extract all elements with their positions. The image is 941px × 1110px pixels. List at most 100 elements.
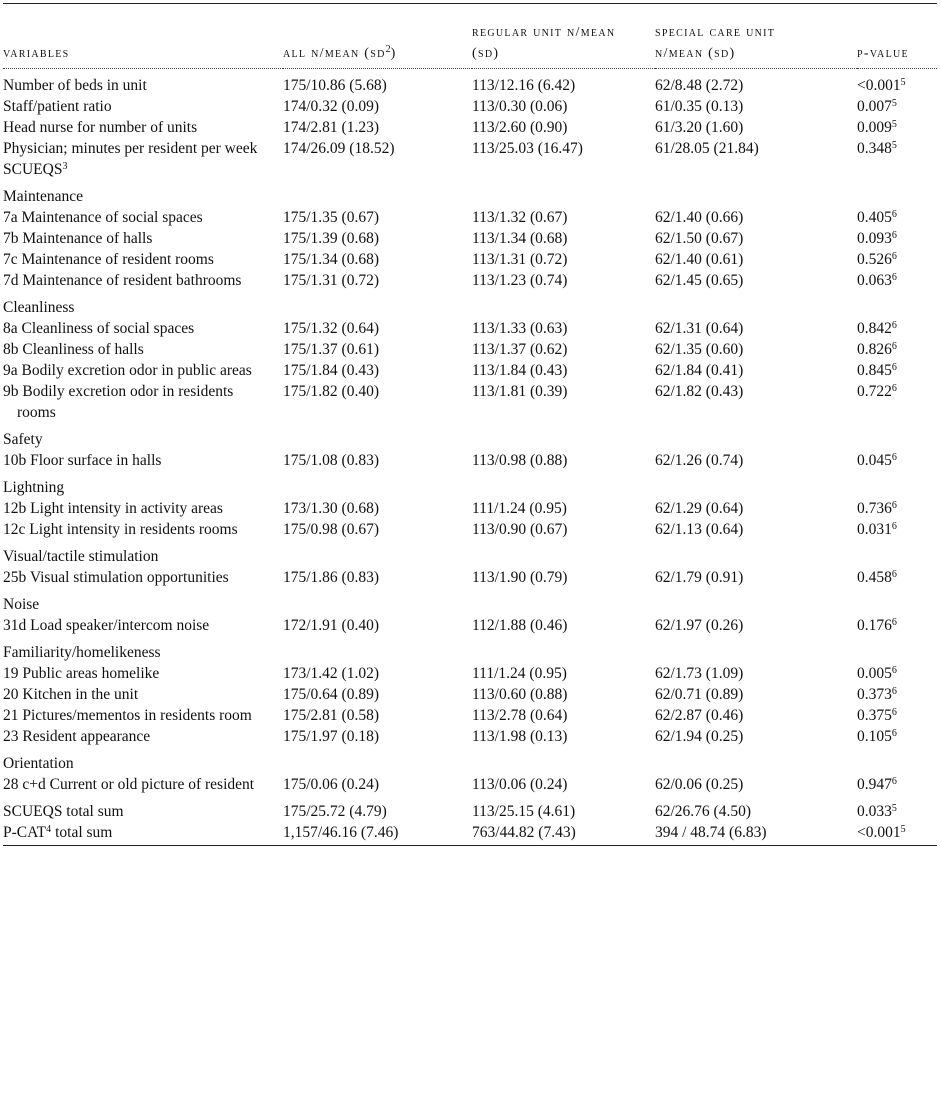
cell-value: 62/1.97 (0.26) bbox=[655, 617, 744, 634]
cell-value: 113/1.98 (0.13) bbox=[472, 728, 568, 745]
variable-cell: P-CAT4 total sum bbox=[3, 822, 283, 846]
value-cell: 113/1.81 (0.39) bbox=[472, 381, 655, 423]
value-cell: 175/1.86 (0.83) bbox=[283, 567, 472, 588]
value-cell: 0.8426 bbox=[857, 318, 937, 339]
section-row: Lightning bbox=[3, 471, 937, 498]
value-cell: 61/3.20 (1.60) bbox=[655, 117, 857, 138]
value-cell: 113/1.90 (0.79) bbox=[472, 567, 655, 588]
variable-label: 7c Maintenance of resident rooms bbox=[3, 251, 214, 268]
section-heading: Visual/tactile stimulation bbox=[3, 548, 159, 565]
cell-value: 763/44.82 (7.43) bbox=[472, 824, 576, 841]
value-cell: 0.3756 bbox=[857, 705, 937, 726]
cell-value: 62/1.31 (0.64) bbox=[655, 320, 744, 337]
cell-value: 113/25.15 (4.61) bbox=[472, 803, 576, 820]
cell-value: 394 / 48.74 (6.83) bbox=[655, 824, 767, 841]
section-heading: Cleanliness bbox=[3, 299, 75, 316]
value-cell: 0.0075 bbox=[857, 96, 937, 117]
section-cell: SCUEQS3 bbox=[3, 159, 937, 180]
value-cell: 0.1766 bbox=[857, 615, 937, 636]
variable-label: 31d Load speaker/intercom noise bbox=[3, 617, 210, 634]
data-row: 9a Bodily excretion odor in public areas… bbox=[3, 360, 937, 381]
variable-label: Physician; minutes per resident per week bbox=[3, 140, 258, 157]
cell-value: 111/1.24 (0.95) bbox=[472, 665, 567, 682]
cell-value: 175/1.08 (0.83) bbox=[283, 452, 380, 469]
cell-value: 112/1.88 (0.46) bbox=[472, 617, 568, 634]
cell-value: 175/1.82 (0.40) bbox=[283, 383, 380, 400]
cell-value: 175/0.06 (0.24) bbox=[283, 776, 380, 793]
footnote-mark: 5 bbox=[900, 824, 906, 835]
value-cell: 62/1.40 (0.61) bbox=[655, 249, 857, 270]
cell-value: 0.375 bbox=[857, 707, 892, 724]
footnote-mark: 5 bbox=[900, 77, 906, 88]
header-row: variables all n/mean (sd2) regular unit … bbox=[3, 3, 937, 69]
value-cell: 62/1.50 (0.67) bbox=[655, 228, 857, 249]
data-row: 12b Light intensity in activity areas 173… bbox=[3, 498, 937, 519]
footnote-mark: 6 bbox=[891, 500, 897, 511]
variable-cell: Physician; minutes per resident per week bbox=[3, 138, 283, 159]
section-heading: Familiarity/homelikeness bbox=[3, 644, 161, 661]
footnote-mark: 5 bbox=[891, 119, 897, 130]
value-cell: 0.4586 bbox=[857, 567, 937, 588]
value-cell: 175/25.72 (4.79) bbox=[283, 795, 472, 822]
value-cell: 113/1.23 (0.74) bbox=[472, 270, 655, 291]
value-cell: 113/0.98 (0.88) bbox=[472, 450, 655, 471]
section-cell: Noise bbox=[3, 588, 937, 615]
variable-cell: 19 Public areas homelike bbox=[3, 663, 283, 684]
footnote-mark: 6 bbox=[891, 686, 897, 697]
variable-cell: 12b Light intensity in activity areas bbox=[3, 498, 283, 519]
cell-value: 0.007 bbox=[857, 98, 892, 115]
value-cell: 113/1.33 (0.63) bbox=[472, 318, 655, 339]
value-cell: 0.8456 bbox=[857, 360, 937, 381]
cell-value: 0.736 bbox=[857, 500, 892, 517]
value-cell: 0.7366 bbox=[857, 498, 937, 519]
variable-cell: 9a Bodily excretion odor in public areas bbox=[3, 360, 283, 381]
variable-cell: 31d Load speaker/intercom noise bbox=[3, 615, 283, 636]
footnote-mark: 6 bbox=[891, 320, 897, 331]
footnote-mark: 6 bbox=[891, 230, 897, 241]
cell-value: 62/1.13 (0.64) bbox=[655, 521, 744, 538]
value-cell: 113/1.98 (0.13) bbox=[472, 726, 655, 747]
data-row: 7c Maintenance of resident rooms 175/1.34… bbox=[3, 249, 937, 270]
footnote-mark: 6 bbox=[891, 362, 897, 373]
data-row: 19 Public areas homelike 173/1.42 (1.02) 1… bbox=[3, 663, 937, 684]
data-table: variables all n/mean (sd2) regular unit … bbox=[3, 3, 937, 846]
value-cell: 113/1.34 (0.68) bbox=[472, 228, 655, 249]
cell-value: 62/1.82 (0.43) bbox=[655, 383, 744, 400]
section-cell: Safety bbox=[3, 423, 937, 450]
value-cell: 175/0.98 (0.67) bbox=[283, 519, 472, 540]
cell-value: 62/1.84 (0.41) bbox=[655, 362, 744, 379]
data-row: 31d Load speaker/intercom noise 172/1.91 … bbox=[3, 615, 937, 636]
header-cell: p-value bbox=[857, 3, 937, 69]
cell-value: 173/1.30 (0.68) bbox=[283, 500, 380, 517]
value-cell: 62/1.29 (0.64) bbox=[655, 498, 857, 519]
cell-value: 62/0.06 (0.25) bbox=[655, 776, 744, 793]
header-text: all n/mean (sd bbox=[283, 46, 386, 61]
table-header: variables all n/mean (sd2) regular unit … bbox=[3, 3, 937, 69]
value-cell: 62/2.87 (0.46) bbox=[655, 705, 857, 726]
data-row: SCUEQS total sum 175/25.72 (4.79) 113/25.1… bbox=[3, 795, 937, 822]
value-cell: 175/1.84 (0.43) bbox=[283, 360, 472, 381]
cell-value: 62/2.87 (0.46) bbox=[655, 707, 744, 724]
value-cell: 62/1.82 (0.43) bbox=[655, 381, 857, 423]
footnote-mark: 6 bbox=[891, 665, 897, 676]
data-row: 23 Resident appearance 175/1.97 (0.18) 113… bbox=[3, 726, 937, 747]
footnote-mark: 6 bbox=[891, 452, 897, 463]
value-cell: 174/0.32 (0.09) bbox=[283, 96, 472, 117]
variable-label: SCUEQS total sum bbox=[3, 803, 124, 820]
variable-label: 25b Visual stimulation opportunities bbox=[3, 569, 229, 586]
section-heading: SCUEQS bbox=[3, 161, 63, 178]
variable-cell: Staff/patient ratio bbox=[3, 96, 283, 117]
value-cell: 111/1.24 (0.95) bbox=[472, 498, 655, 519]
cell-value: 175/1.31 (0.72) bbox=[283, 272, 380, 289]
value-cell: 62/1.79 (0.91) bbox=[655, 567, 857, 588]
cell-value: 175/1.39 (0.68) bbox=[283, 230, 380, 247]
value-cell: 175/1.37 (0.61) bbox=[283, 339, 472, 360]
cell-value: 175/1.35 (0.67) bbox=[283, 209, 380, 226]
value-cell: 62/1.84 (0.41) bbox=[655, 360, 857, 381]
cell-value: 0.005 bbox=[857, 665, 892, 682]
cell-value: 113/0.90 (0.67) bbox=[472, 521, 568, 538]
value-cell: 0.0056 bbox=[857, 663, 937, 684]
section-row: Cleanliness bbox=[3, 291, 937, 318]
cell-value: 62/1.35 (0.60) bbox=[655, 341, 744, 358]
